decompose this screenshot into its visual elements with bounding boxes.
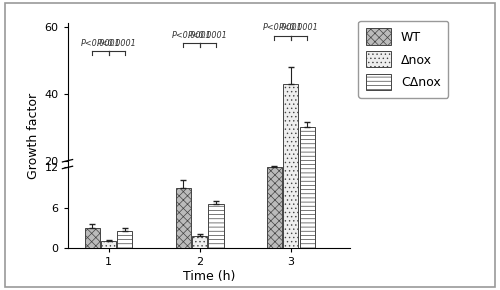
Bar [101, 241, 116, 248]
Bar [300, 127, 314, 248]
Bar [283, 84, 298, 248]
Bar [192, 236, 207, 248]
Text: P<0.0001: P<0.0001 [80, 39, 120, 48]
Text: P<0.0001: P<0.0001 [172, 31, 211, 40]
Text: P<0.0001: P<0.0001 [262, 23, 302, 32]
Bar [176, 188, 191, 248]
Bar [118, 231, 132, 248]
X-axis label: Time (h): Time (h) [182, 270, 235, 283]
Bar [84, 228, 100, 248]
Text: P<0.0001: P<0.0001 [279, 23, 319, 32]
Bar [208, 204, 224, 248]
Text: P<0.0001: P<0.0001 [97, 39, 136, 48]
Text: P<0.0001: P<0.0001 [188, 31, 228, 40]
Bar [267, 167, 282, 248]
Legend: WT, Δnox, CΔnox: WT, Δnox, CΔnox [358, 21, 448, 98]
Y-axis label: Growth factor: Growth factor [27, 93, 40, 179]
